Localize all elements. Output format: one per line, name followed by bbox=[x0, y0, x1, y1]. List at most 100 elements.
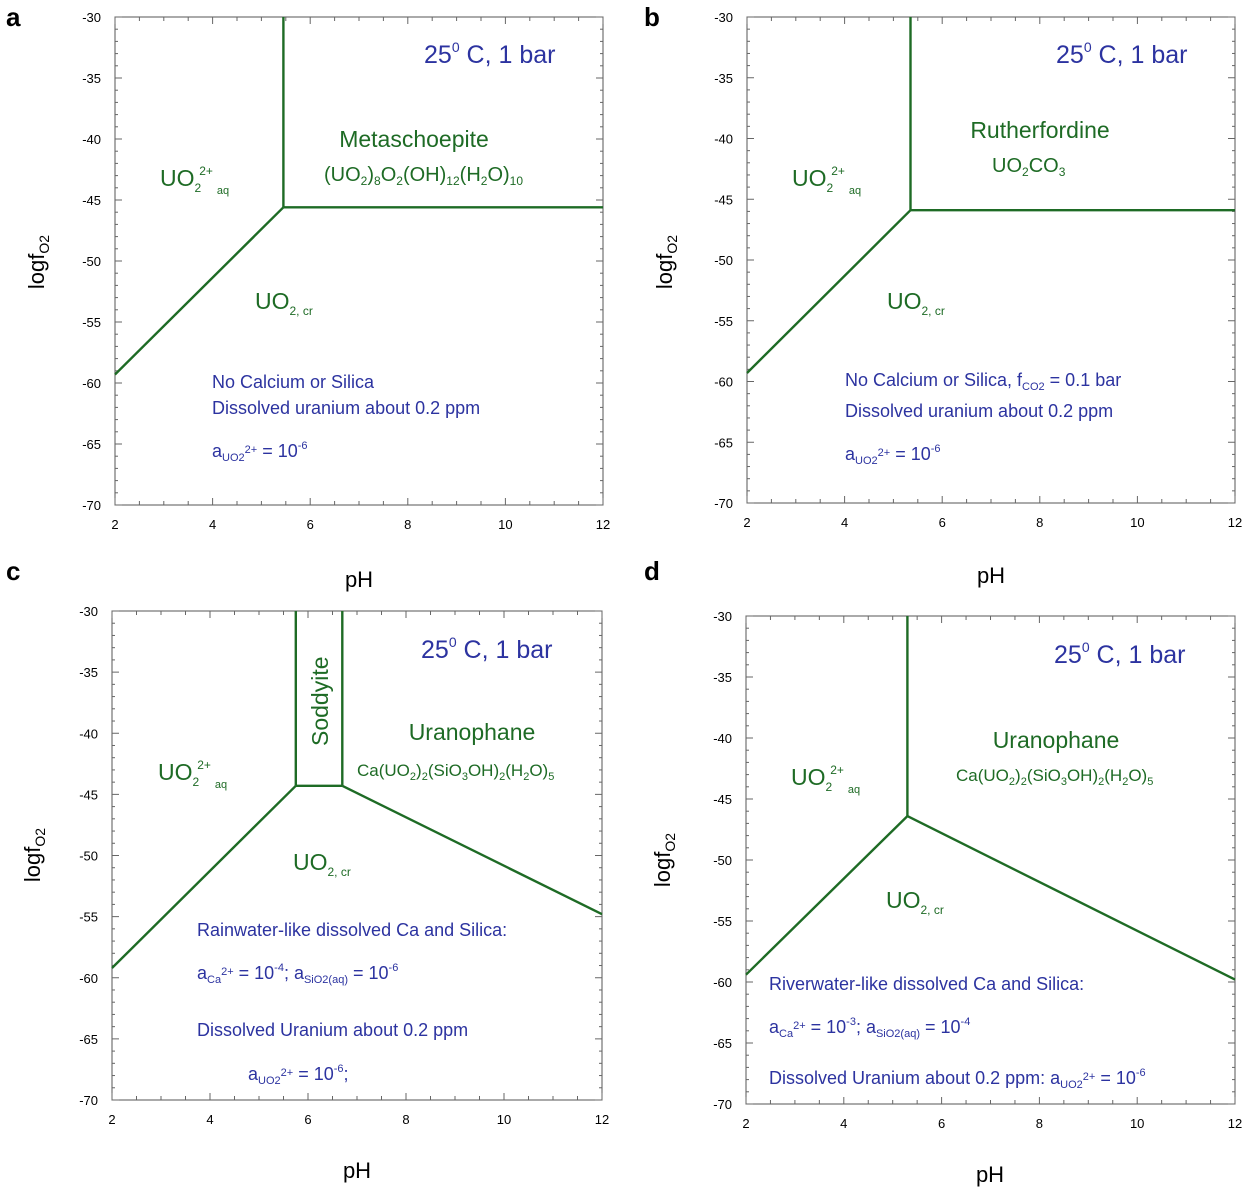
field-label-uo2-cr-a: UO2, cr bbox=[255, 288, 313, 318]
x-tick-label: 2 bbox=[108, 1112, 115, 1127]
panel-label-b: b bbox=[644, 2, 660, 32]
y-axis-label-d: logfO2 bbox=[650, 833, 678, 887]
x-axis-label-b: pH bbox=[977, 563, 1005, 588]
tick-marks-c bbox=[111, 610, 603, 1101]
tick-marks-d bbox=[745, 615, 1236, 1105]
panel-d: d -30 -35 -40 -45 -50 -55 -60 -65 -70 2 4 6 8 10 12 l… bbox=[644, 556, 1242, 1187]
y-tick-label: -45 bbox=[79, 787, 98, 802]
activity-a: aUO22+ = 10-6 bbox=[212, 440, 308, 464]
y-tick-label: -60 bbox=[79, 971, 98, 986]
y-tick-label: -55 bbox=[79, 910, 98, 925]
x-tick-label: 6 bbox=[939, 515, 946, 530]
y-tick-label: -50 bbox=[713, 853, 732, 868]
y-tick-label: -55 bbox=[713, 914, 732, 929]
y-tick-label: -45 bbox=[82, 193, 101, 208]
y-axis-label-b: logfO2 bbox=[652, 235, 680, 289]
y-tick-label: -55 bbox=[714, 314, 733, 329]
tick-marks-b bbox=[746, 16, 1236, 504]
temperature-label-a: 250 C, 1 bar bbox=[424, 39, 555, 69]
x-tick-label: 4 bbox=[206, 1112, 213, 1127]
x-tick-label: 2 bbox=[742, 1116, 749, 1131]
mineral-label-uranophane-c: Uranophane bbox=[409, 719, 536, 745]
y-tick-label: -40 bbox=[79, 726, 98, 741]
y-tick-label: -70 bbox=[713, 1097, 732, 1112]
temperature-label-d: 250 C, 1 bar bbox=[1054, 639, 1185, 669]
note-a-line1: No Calcium or Silica bbox=[212, 372, 375, 392]
tick-marks-a bbox=[114, 16, 604, 506]
field-label-uo2-cr-d: UO2, cr bbox=[886, 887, 944, 917]
y-tick-label: -65 bbox=[82, 437, 101, 452]
activity-ca-c: aCa2+ = 10-4; aSiO2(aq) = 10-6 bbox=[197, 962, 398, 986]
phase-boundary bbox=[111, 784, 297, 969]
panel-a: a -30 -35 -40 -45 -50 -55 -60 -65 -70 2 4 6 8 10 12 l… bbox=[6, 2, 610, 592]
y-tick-label: -30 bbox=[713, 609, 732, 624]
x-tick-labels-a: 2 4 6 8 10 12 bbox=[111, 517, 610, 532]
phase-boundary bbox=[906, 815, 1236, 981]
y-tick-label: -65 bbox=[714, 435, 733, 450]
y-tick-label: -65 bbox=[713, 1036, 732, 1051]
x-tick-label: 4 bbox=[209, 517, 216, 532]
x-tick-labels-d: 2 4 6 8 10 12 bbox=[742, 1116, 1242, 1131]
boundaries-d bbox=[745, 616, 1236, 981]
x-tick-label: 2 bbox=[111, 517, 118, 532]
panel-label-d: d bbox=[644, 556, 660, 586]
x-axis-label-d: pH bbox=[976, 1162, 1004, 1187]
x-tick-label: 8 bbox=[1036, 1116, 1043, 1131]
y-tick-label: -40 bbox=[714, 132, 733, 147]
plot-frame-a bbox=[114, 16, 604, 506]
x-tick-labels-c: 2 4 6 8 10 12 bbox=[108, 1112, 609, 1127]
formula-metaschoepite: (UO2)8O2(OH)12(H2O)10 bbox=[324, 164, 523, 188]
y-axis-label-c: logfO2 bbox=[20, 828, 48, 882]
x-tick-label: 6 bbox=[938, 1116, 945, 1131]
y-tick-label: -45 bbox=[714, 192, 733, 207]
y-tick-label: -30 bbox=[714, 10, 733, 25]
field-label-uo2-aq-d: UO22+aq bbox=[791, 763, 860, 796]
x-tick-label: 4 bbox=[840, 1116, 847, 1131]
activity-d: Dissolved Uranium about 0.2 ppm: aUO22+ … bbox=[769, 1067, 1146, 1091]
y-tick-labels-c: -30 -35 -40 -45 -50 -55 -60 -65 -70 bbox=[79, 604, 98, 1108]
x-tick-label: 4 bbox=[841, 515, 848, 530]
y-tick-label: -55 bbox=[82, 315, 101, 330]
boundaries-a bbox=[114, 17, 603, 376]
boundaries-c bbox=[111, 611, 603, 969]
mineral-label-uranophane-d: Uranophane bbox=[993, 727, 1120, 753]
y-tick-label: -60 bbox=[82, 376, 101, 391]
panel-c: c -30 -35 -40 -45 -50 -55 -60 -65 -70 2 4 6 8 10 12 l… bbox=[6, 556, 609, 1183]
x-tick-label: 8 bbox=[1036, 515, 1043, 530]
note-c-line2: Dissolved Uranium about 0.2 ppm bbox=[197, 1020, 468, 1040]
panel-b: b -30 -35 -40 -45 -50 -55 -60 -65 -70 2 4 6 8 10 12 l… bbox=[644, 2, 1242, 588]
phase-boundary bbox=[341, 784, 603, 916]
y-tick-label: -30 bbox=[79, 604, 98, 619]
y-tick-label: -70 bbox=[82, 498, 101, 513]
note-b-line1: No Calcium or Silica, fCO2 = 0.1 bar bbox=[845, 370, 1121, 393]
activity-ca-d: aCa2+ = 10-3; aSiO2(aq) = 10-4 bbox=[769, 1016, 970, 1040]
formula-uranophane-d: Ca(UO2)2(SiO3OH)2(H2O)5 bbox=[956, 766, 1153, 788]
x-tick-label: 10 bbox=[1130, 515, 1144, 530]
y-tick-label: -30 bbox=[82, 10, 101, 25]
note-c-line1: Rainwater-like dissolved Ca and Silica: bbox=[197, 920, 507, 940]
temperature-label-b: 250 C, 1 bar bbox=[1056, 39, 1187, 69]
mineral-label-rutherfordine: Rutherfordine bbox=[970, 117, 1109, 143]
panel-label-c: c bbox=[6, 556, 20, 586]
y-tick-label: -50 bbox=[82, 254, 101, 269]
formula-rutherfordine: UO2CO3 bbox=[992, 155, 1066, 179]
x-tick-label: 10 bbox=[1130, 1116, 1144, 1131]
x-axis-label-a: pH bbox=[345, 567, 373, 592]
phase-boundary bbox=[746, 209, 912, 374]
y-axis-label-a: logfO2 bbox=[24, 235, 52, 289]
x-tick-labels-b: 2 4 6 8 10 12 bbox=[743, 515, 1242, 530]
y-tick-label: -50 bbox=[714, 253, 733, 268]
x-tick-label: 6 bbox=[304, 1112, 311, 1127]
y-tick-label: -40 bbox=[713, 731, 732, 746]
plot-frame-b bbox=[746, 16, 1236, 504]
temperature-label-c: 250 C, 1 bar bbox=[421, 634, 552, 664]
y-tick-label: -60 bbox=[713, 975, 732, 990]
note-a-line2: Dissolved uranium about 0.2 ppm bbox=[212, 398, 480, 418]
x-tick-label: 12 bbox=[596, 517, 610, 532]
x-tick-label: 12 bbox=[1228, 1116, 1242, 1131]
field-label-uo2-cr-b: UO2, cr bbox=[887, 288, 945, 318]
boundaries-b bbox=[746, 17, 1235, 374]
field-label-uo2-aq-b: UO22+aq bbox=[792, 164, 861, 197]
y-tick-labels-a: -30 -35 -40 -45 -50 -55 -60 -65 -70 bbox=[82, 10, 101, 513]
y-tick-label: -40 bbox=[82, 132, 101, 147]
